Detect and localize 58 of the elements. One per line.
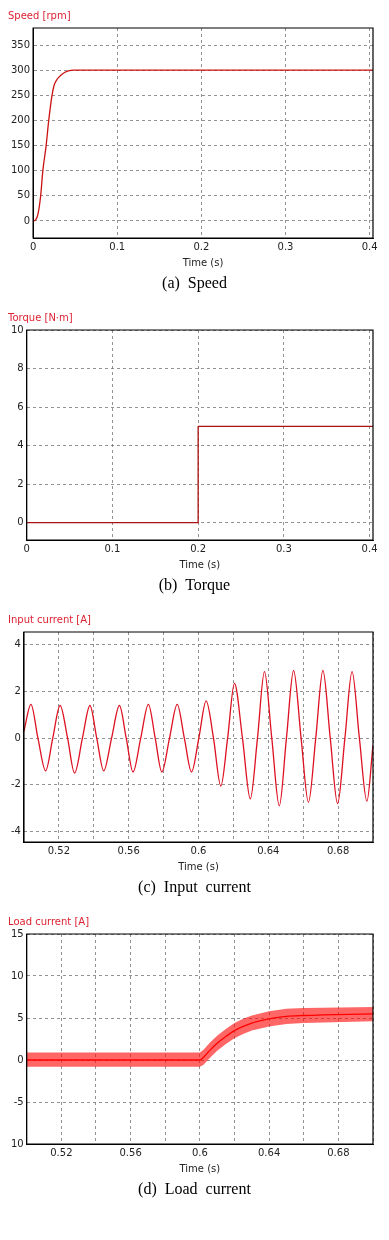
line-series <box>33 69 373 222</box>
x-tick-label: 0.64 <box>257 844 280 856</box>
y-tick-label: 4 <box>14 638 21 650</box>
x-tick-label: 0.1 <box>109 240 126 252</box>
x-tick-label: 0.68 <box>327 1146 350 1158</box>
x-tick-label: 0.2 <box>190 542 207 554</box>
x-axis-title: Time (s) <box>178 1162 221 1174</box>
x-tick-label: 0.56 <box>119 1146 142 1158</box>
y-tick-label: 200 <box>10 114 31 126</box>
y-tick-label: 10 <box>10 323 24 335</box>
y-tick-label: -2 <box>10 778 21 790</box>
chart-title: Speed [rpm] <box>8 9 71 21</box>
chart-title: Torque [N·m] <box>7 311 73 323</box>
y-tick-label: 0 <box>14 731 21 743</box>
y-tick-label: -4 <box>10 825 21 837</box>
x-tick-label: 0.2 <box>193 240 210 252</box>
y-tick-label: 100 <box>10 164 31 176</box>
x-tick-label: 0.1 <box>104 542 121 554</box>
y-tick-label: 250 <box>10 88 31 100</box>
x-tick-label: 0.4 <box>361 240 378 252</box>
x-tick-label: 0.56 <box>117 844 140 856</box>
chart-title: Input current [A] <box>8 613 92 625</box>
x-tick-label: 0.6 <box>190 844 207 856</box>
x-tick-label: 0.4 <box>361 542 378 554</box>
x-axis-title: Time (s) <box>178 558 221 570</box>
x-tick-label: 0.6 <box>191 1146 208 1158</box>
y-tick-label: 0 <box>17 1053 24 1065</box>
y-tick-label: 4 <box>17 439 24 451</box>
y-tick-label: 0 <box>17 516 24 528</box>
text: (a) Speed <box>161 273 228 294</box>
x-tick-label: 0.68 <box>326 844 350 856</box>
line-series <box>23 669 373 807</box>
text: (d) Load current <box>137 1179 252 1200</box>
text: (b) Torque <box>157 575 232 596</box>
y-tick-label: 350 <box>10 38 31 50</box>
y-tick-label: 15 <box>10 927 24 939</box>
y-tick-label: -5 <box>13 1095 24 1107</box>
x-tick-label: 0.52 <box>50 1146 73 1158</box>
y-tick-label: 5 <box>17 1011 24 1023</box>
x-tick-label: 0.3 <box>275 542 292 554</box>
y-tick-label: 6 <box>17 400 24 412</box>
y-tick-label: 50 <box>17 189 31 201</box>
y-tick-label: 2 <box>14 685 21 697</box>
chart-title: Load current [A] <box>8 915 90 927</box>
x-axis-title: Time (s) <box>181 256 224 268</box>
text: (c) Input current <box>137 877 252 898</box>
y-tick-label: 8 <box>17 362 24 374</box>
y-tick-label: 10 <box>10 1137 24 1149</box>
y-tick-label: 2 <box>17 477 24 489</box>
x-tick-label: 0.52 <box>47 844 71 856</box>
line-series <box>26 1013 373 1061</box>
x-tick-label: 0.3 <box>277 240 294 252</box>
x-tick-label: 0.64 <box>257 1146 281 1158</box>
y-tick-label: 300 <box>10 63 31 75</box>
y-tick-label: 10 <box>10 969 24 981</box>
y-tick-label: 150 <box>10 139 31 151</box>
y-tick-label: 0 <box>23 214 31 226</box>
x-axis-title: Time (s) <box>177 860 219 872</box>
